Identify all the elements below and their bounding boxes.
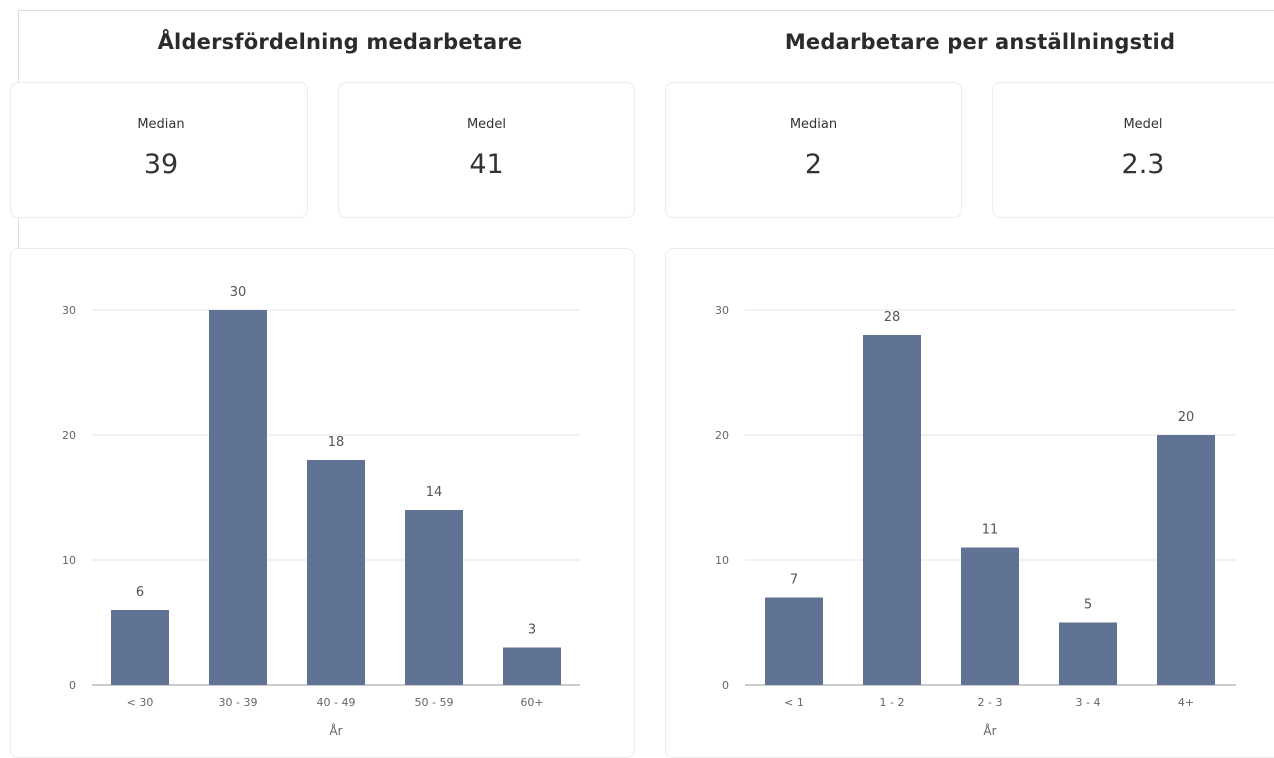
age-mean-value: 41	[469, 149, 504, 180]
tenure-bar-chart: 0 10 20 30 7 < 1 28 1 - 2 11 2 - 3 5 3 - 4 20 4+ År	[715, 304, 1236, 738]
tenure-x-tick-label: 4+	[1178, 696, 1194, 709]
age-x-tick-label: 60+	[520, 696, 543, 709]
age-median-value: 39	[143, 149, 179, 180]
tenure-y-tick-label: 0	[722, 679, 729, 692]
age-bar	[405, 510, 463, 685]
age-x-tick-label: < 30	[127, 696, 154, 709]
age-x-tick-label: 50 - 59	[415, 696, 454, 709]
age-x-axis-label: År	[329, 723, 342, 738]
tenure-bar	[961, 547, 1019, 685]
tenure-section-title: Medarbetare per anställningstid	[784, 30, 1176, 54]
tenure-data-label: 5	[1084, 598, 1092, 613]
tenure-data-label: 28	[884, 310, 901, 325]
age-y-tick-label: 30	[62, 304, 76, 317]
age-median-label: Median	[137, 117, 185, 132]
tenure-y-tick-label: 10	[715, 554, 729, 567]
tenure-data-label: 7	[790, 573, 798, 588]
age-data-label: 30	[230, 285, 247, 300]
age-data-label: 3	[528, 623, 536, 638]
tenure-bar	[863, 335, 921, 685]
age-x-tick-label: 40 - 49	[317, 696, 356, 709]
age-y-tick-label: 20	[62, 429, 76, 442]
age-bar	[111, 610, 169, 685]
age-y-tick-label: 10	[62, 554, 76, 567]
age-data-label: 6	[136, 585, 144, 600]
tenure-median-value: 2	[804, 149, 823, 180]
tenure-x-tick-label: < 1	[784, 696, 804, 709]
age-mean-card: Medel 41	[338, 82, 635, 218]
tenure-x-tick-label: 1 - 2	[880, 696, 905, 709]
age-data-label: 14	[426, 485, 443, 500]
tenure-bar	[1059, 622, 1117, 685]
tenure-y-tick-label: 30	[715, 304, 729, 317]
age-y-tick-label: 0	[69, 679, 76, 692]
tenure-mean-value: 2.3	[1121, 149, 1165, 180]
tenure-mean-card: Medel 2.3	[992, 82, 1274, 218]
age-bar-chart: 0 10 20 30 6 < 30 30 30 - 39 18 40 - 49 14 50 - 59 3…	[62, 285, 580, 738]
age-data-label: 18	[328, 435, 345, 450]
age-median-card: Median 39	[10, 82, 308, 218]
tenure-y-tick-label: 20	[715, 429, 729, 442]
tenure-x-axis-label: År	[983, 723, 996, 738]
age-mean-label: Medel	[466, 117, 507, 132]
age-section-title: Åldersfördelning medarbetare	[157, 30, 523, 54]
tenure-median-label: Median	[789, 117, 838, 132]
tenure-data-label: 11	[982, 523, 999, 538]
age-x-tick-label: 30 - 39	[219, 696, 258, 709]
tenure-x-tick-label: 2 - 3	[978, 696, 1003, 709]
tenure-median-card: Median 2	[665, 82, 962, 218]
tenure-mean-label: Medel	[1123, 117, 1163, 132]
tenure-x-tick-label: 3 - 4	[1076, 696, 1101, 709]
age-bar	[307, 460, 365, 685]
age-bar	[503, 647, 561, 685]
tenure-bar	[765, 597, 823, 685]
tenure-bar	[1157, 435, 1215, 685]
age-bar	[209, 310, 267, 685]
tenure-data-label: 20	[1178, 410, 1195, 425]
